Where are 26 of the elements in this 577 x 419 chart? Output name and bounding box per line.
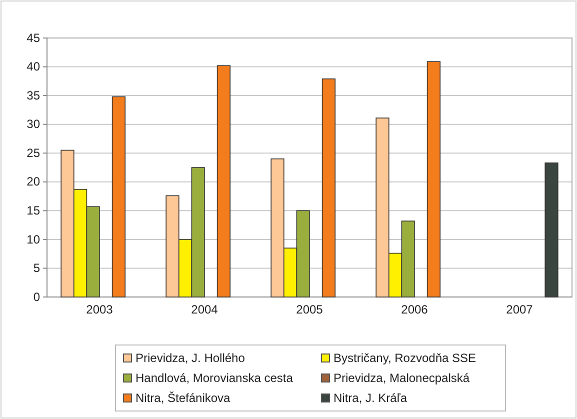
y-tick-label: 20 xyxy=(26,174,40,189)
x-tick-label: 2004 xyxy=(191,302,218,317)
x-tick-label: 2005 xyxy=(296,302,324,317)
legend-label: Handlová, Morovianska cesta xyxy=(136,371,294,385)
y-tick-label: 15 xyxy=(26,204,40,218)
bar xyxy=(112,96,126,298)
y-tick-label: 45 xyxy=(26,30,40,45)
bar xyxy=(216,65,231,298)
y-tick-label: 0 xyxy=(33,290,40,304)
bar xyxy=(322,78,336,298)
legend-label: Bystričany, Rozvodňa SSE xyxy=(334,351,476,365)
legend-label: Nitra, J. Kráľa xyxy=(334,391,408,405)
y-tick-label: 25 xyxy=(26,146,40,160)
y-tick-label: 40 xyxy=(26,60,40,74)
y-tick-label: 35 xyxy=(26,88,40,102)
x-tick-label: 2003 xyxy=(86,302,114,317)
legend-label: Prievidza, Malonecpalská xyxy=(334,371,470,385)
y-tick-label: 10 xyxy=(26,232,40,246)
x-tick-label: 2006 xyxy=(401,302,428,317)
x-tick-label: 2007 xyxy=(506,302,534,317)
y-tick-label: 5 xyxy=(33,261,40,276)
legend-label: Prievidza, J. Hollého xyxy=(136,351,246,365)
legend-label: Nitra, Štefánikova xyxy=(136,391,231,405)
bar xyxy=(544,162,558,298)
bar xyxy=(426,61,441,298)
y-tick-label: 30 xyxy=(26,117,40,132)
